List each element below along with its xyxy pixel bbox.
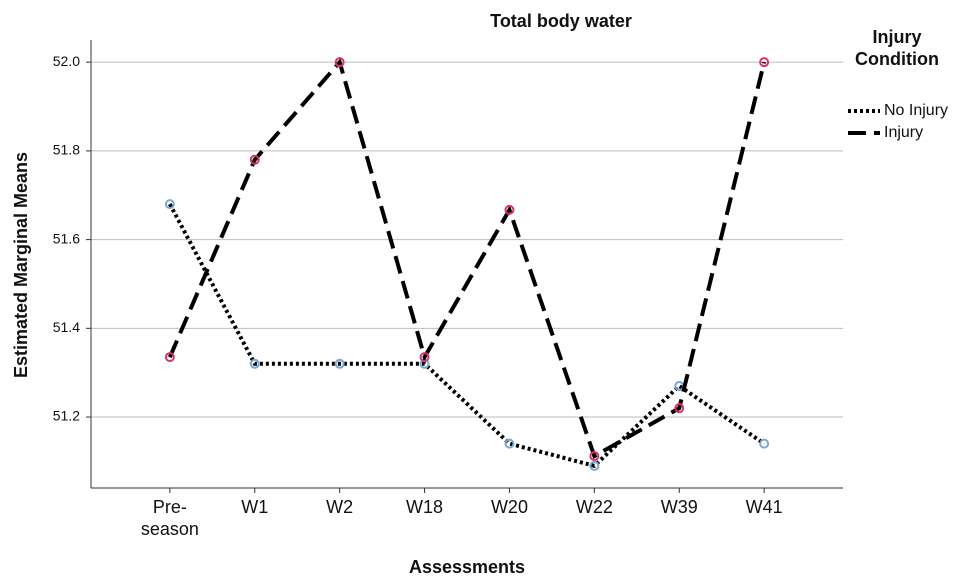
data-point (419, 352, 430, 363)
y-tick-label: 51.4 (53, 319, 80, 335)
data-point (504, 204, 515, 215)
data-point (674, 403, 685, 414)
data-point (164, 352, 175, 363)
legend-title: Condition (855, 49, 939, 69)
legend-label: Injury (884, 124, 923, 141)
data-point (589, 451, 600, 462)
chart-title: Total body water (490, 11, 632, 31)
y-axis-label: Estimated Marginal Means (11, 152, 31, 378)
y-tick-label: 52.0 (53, 53, 80, 69)
x-tick-label: W41 (746, 497, 783, 517)
x-tick-label: Pre-season (141, 497, 199, 539)
x-tick-label: W22 (576, 497, 613, 517)
series-line (168, 58, 767, 459)
y-tick-label: 51.8 (53, 142, 80, 158)
data-point (249, 154, 260, 165)
x-axis-label: Assessments (409, 557, 525, 577)
x-tick-label: W39 (661, 497, 698, 517)
series-line (168, 203, 766, 469)
data-point (164, 199, 175, 210)
y-tick-label: 51.6 (53, 230, 80, 246)
x-tick-label: W20 (491, 497, 528, 517)
legend-title: Injury (872, 27, 921, 47)
data-point (589, 460, 600, 471)
x-tick-label: W1 (241, 497, 268, 517)
data-point (334, 358, 345, 369)
data-point (504, 438, 515, 449)
x-tick-label: W2 (326, 497, 353, 517)
data-point (334, 57, 345, 68)
data-point (249, 358, 260, 369)
data-point (759, 57, 770, 68)
y-tick-label: 51.2 (53, 408, 80, 424)
legend-label: No Injury (884, 102, 948, 119)
x-tick-label: W18 (406, 497, 443, 517)
data-point (759, 438, 770, 449)
